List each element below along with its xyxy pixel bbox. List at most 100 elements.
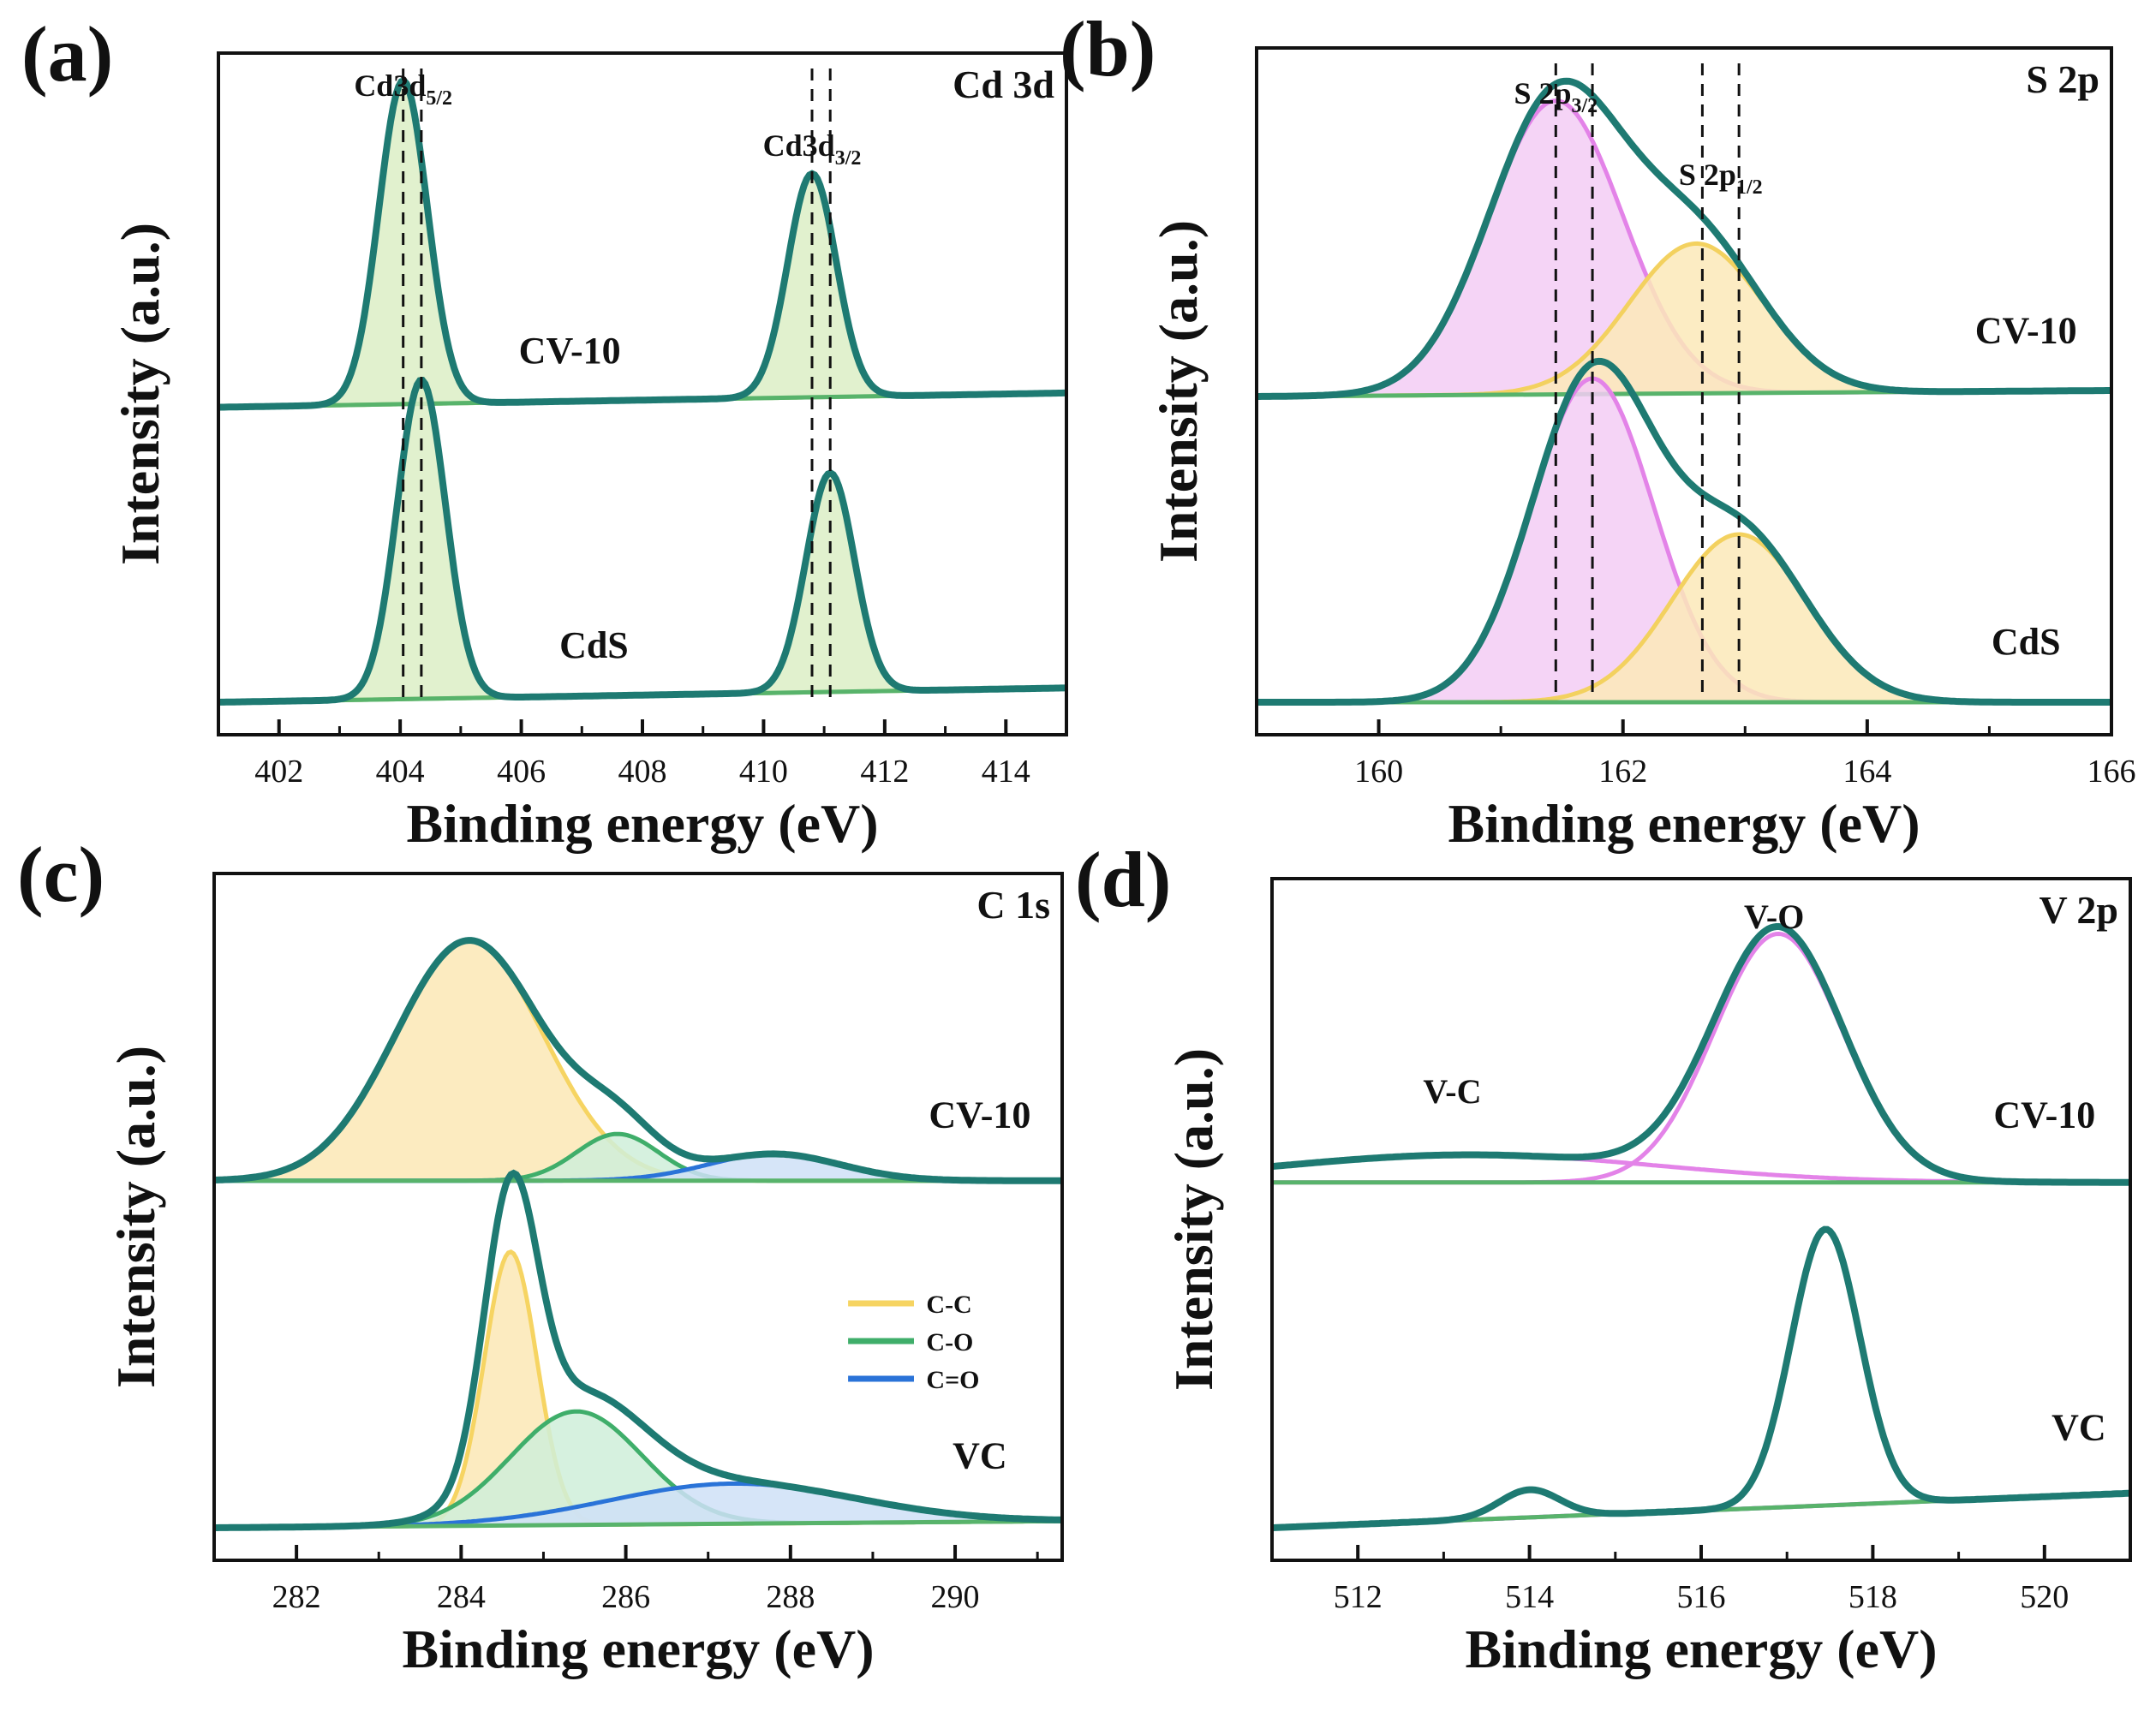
peak-fill-b-0-0 (1257, 100, 2111, 396)
series-a-cds: CdS (218, 377, 1067, 706)
peak-component-a-0-1 (218, 171, 1066, 410)
legend-label: C-C (926, 1291, 971, 1319)
x-axis-label: Binding energy (eV) (402, 1619, 874, 1679)
peak-fill-c-0-1 (214, 1134, 1062, 1181)
panel-title: C 1s (976, 883, 1050, 927)
panel-label: (b) (1060, 5, 1156, 92)
x-tick-label: 520 (2020, 1579, 2069, 1615)
sample-label: CV-10 (519, 330, 621, 372)
envelope-c-1 (214, 1169, 1063, 1531)
peak-fill-c-0-2 (214, 1154, 1062, 1181)
sample-label: CV-10 (1975, 310, 2077, 352)
panel-b: CV-10 CdS S 2p 3/2 S 2p1/2 160 162 164 166 Bindin… (1060, 5, 2136, 854)
x-tick-label: 402 (254, 754, 303, 790)
plot-frame (1270, 877, 2132, 1562)
series-b-cv-10: CV-10 (1256, 77, 2112, 400)
envelope-a-0 (218, 76, 1066, 411)
envelope-a-1 (218, 377, 1067, 706)
peak-fill-a-0-1 (218, 173, 1066, 408)
panel-label: (c) (17, 831, 105, 918)
x-tick-label: 518 (1848, 1579, 1897, 1615)
x-tick-label: 406 (497, 754, 546, 790)
x-tick-label: 410 (739, 754, 788, 790)
x-tick-label: 288 (766, 1579, 815, 1615)
peak-label: S 2p1/2 (1679, 158, 1763, 199)
series-b-cds: CdS (1257, 357, 2111, 706)
peak-label-sub: 1/2 (1736, 176, 1763, 199)
peak-fill-a-1-1 (218, 473, 1066, 702)
peak-component-d-0-0 (1272, 931, 2130, 1185)
envelope-b-1 (1257, 357, 2111, 706)
raw-data-a-0 (218, 79, 1066, 409)
sample-label: VC (953, 1435, 1007, 1477)
peak-fill-b-0-1 (1257, 243, 2111, 396)
envelope-d-1 (1271, 1225, 2131, 1531)
panel-title: S 2p (2026, 57, 2099, 101)
x-tick-label: 408 (618, 754, 667, 790)
x-tick-label: 412 (860, 754, 909, 790)
sample-label: VC (2051, 1407, 2106, 1449)
panel-label: (d) (1075, 836, 1171, 923)
series-c-cv-10: CV-10 (213, 937, 1062, 1184)
peak-fill-a-0-0 (218, 80, 1066, 408)
x-axis-label: Binding energy (eV) (1448, 793, 1920, 854)
x-tick-label: 160 (1354, 754, 1403, 790)
peak-fill-c-1-2 (214, 1483, 1062, 1528)
peak-fill-a-1-0 (218, 380, 1066, 702)
y-axis-label: Intensity (a.u.) (105, 1046, 166, 1388)
panel-d: CV-10 VC V-O V-C 512 514 516 518 520 Binding ener… (1075, 836, 2132, 1679)
peak-label-sub: 5/2 (426, 87, 452, 110)
x-tick-label: 286 (601, 1579, 650, 1615)
x-tick-label: 512 (1334, 1579, 1383, 1615)
panel-c: CV-10 VC C-C C-O C=O 282 284 286 288 290 Binding e… (17, 831, 1064, 1679)
x-tick-label: 164 (1842, 754, 1891, 790)
peak-label: Cd3d3/2 (763, 128, 862, 170)
envelope-b-0 (1257, 77, 2111, 400)
sample-label: CV-10 (1993, 1094, 2095, 1136)
sample-label: CV-10 (929, 1094, 1030, 1136)
series-d-cv-10: CV-10 (1271, 923, 2130, 1186)
x-axis-label: Binding energy (eV) (1465, 1619, 1937, 1679)
x-tick-label: 166 (2087, 754, 2136, 790)
peak-component-d-1-0 (1271, 1227, 2131, 1530)
envelope-d-0 (1271, 923, 2130, 1186)
peak-fill-c-1-1 (214, 1411, 1062, 1528)
peak-component-a-0-0 (218, 78, 1066, 410)
peak-fill-b-1-1 (1257, 534, 2111, 702)
x-tick-label: 404 (376, 754, 425, 790)
series-a-cv-10: CV-10 (218, 76, 1067, 411)
y-axis-label: Intensity (a.u.) (110, 223, 170, 565)
raw-data-d-1 (1271, 1228, 2131, 1529)
panel-title: Cd 3d (953, 63, 1054, 106)
x-tick-label: 414 (982, 754, 1030, 790)
legend-label: C=O (926, 1366, 979, 1394)
annotation-label: V-C (1423, 1072, 1481, 1111)
series-d-vc: VC (1271, 1225, 2131, 1531)
peak-label-sub: 3/2 (835, 147, 862, 170)
peak-fill-c-0-0 (214, 940, 1062, 1181)
y-axis-label: Intensity (a.u.) (1148, 220, 1209, 563)
x-tick-label: 516 (1677, 1579, 1726, 1615)
x-tick-label: 290 (931, 1579, 980, 1615)
y-axis-label: Intensity (a.u.) (1163, 1048, 1224, 1391)
raw-data-a-1 (218, 379, 1067, 704)
legend-label: C-O (926, 1328, 973, 1356)
series-c-vc: VC (213, 1169, 1063, 1531)
plot-frame (212, 872, 1064, 1562)
peak-component-a-1-0 (218, 378, 1067, 705)
sample-label: CdS (559, 624, 629, 666)
plot-frame (1255, 46, 2113, 736)
panel-label: (a) (21, 10, 113, 98)
x-tick-label: 162 (1598, 754, 1647, 790)
panel-title: V 2p (2040, 888, 2118, 932)
x-axis-label: Binding energy (eV) (406, 793, 878, 854)
envelope-c-0 (213, 937, 1062, 1184)
peak-component-a-1-1 (218, 470, 1067, 705)
annotation-label: V-O (1744, 897, 1804, 936)
sample-label: CdS (1992, 621, 2061, 663)
peak-label-sub: 3/2 (1571, 95, 1598, 117)
x-tick-label: 284 (437, 1579, 486, 1615)
x-tick-label: 282 (272, 1579, 321, 1615)
